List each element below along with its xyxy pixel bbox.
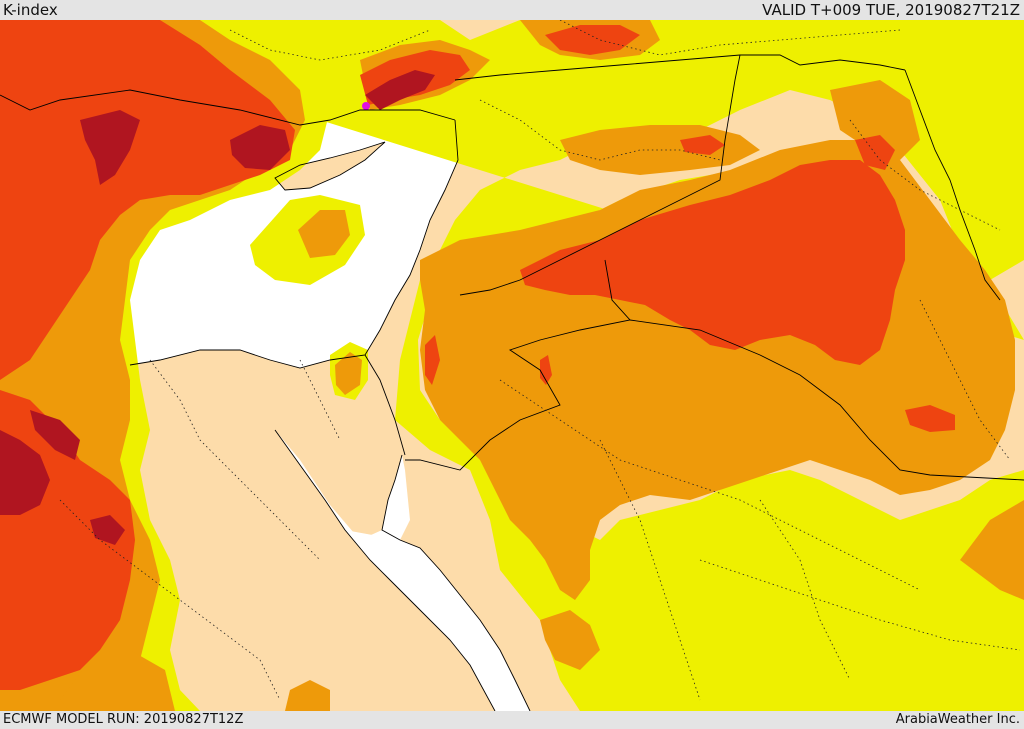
valid-time: VALID T+009 TUE, 20190827T21Z [762,1,1020,19]
country-borders [364,54,1024,481]
k-index-peak-marker [362,102,370,110]
k-index-darkred-layer [0,70,435,545]
map-title: K-index [3,1,58,19]
credit: ArabiaWeather Inc. [895,712,1020,727]
header-bar: K-index VALID T+009 TUE, 20190827T21Z [0,0,1024,20]
footer-bar: ECMWF MODEL RUN: 20190827T12Z ArabiaWeat… [0,711,1024,729]
coastlines [0,89,531,711]
map-area[interactable] [0,20,1024,711]
red-sea-south [345,530,530,711]
province-borders [59,20,1021,701]
kindex-map [0,20,1024,711]
cyprus [275,142,385,190]
model-run: ECMWF MODEL RUN: 20190827T12Z [3,712,244,727]
